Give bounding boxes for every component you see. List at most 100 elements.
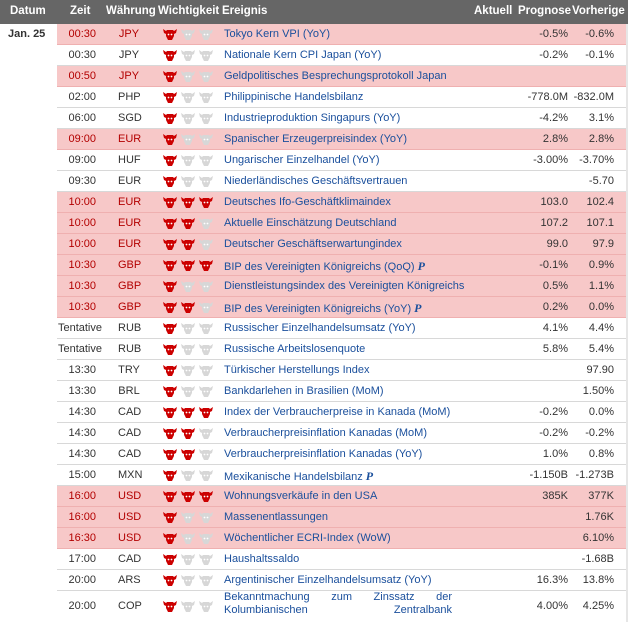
event-time: 10:00 xyxy=(68,238,96,250)
event-currency: RUB xyxy=(118,343,142,355)
bull-icon-active xyxy=(181,302,195,313)
event-link[interactable]: Massenentlassungen xyxy=(224,511,328,523)
col-vorherige[interactable]: Vorherige xyxy=(572,5,625,17)
event-previous: -0.2% xyxy=(585,427,614,439)
bull-icon-inactive xyxy=(181,601,195,612)
event-previous: 0.8% xyxy=(588,448,614,460)
event-time: 10:30 xyxy=(68,301,96,313)
event-link[interactable]: Verbraucherpreisinflation Kanadas (MoM) xyxy=(224,427,427,439)
col-ereignis[interactable]: Ereignis xyxy=(222,5,268,17)
event-previous: 4.4% xyxy=(588,322,614,334)
event-link[interactable]: Industrieproduktion Singapurs (YoY) xyxy=(224,112,400,124)
event-link[interactable]: Aktuelle Einschätzung Deutschland xyxy=(224,217,396,229)
event-actual: -0.2% xyxy=(539,49,568,61)
event-link[interactable]: Philippinische Handelsbilanz xyxy=(224,91,363,103)
event-link[interactable]: Deutsches Ifo-Geschäftklimaindex xyxy=(224,196,391,208)
event-link[interactable]: Ungarischer Einzelhandel (YoY) xyxy=(224,154,380,166)
importance-rating xyxy=(162,132,218,146)
event-link[interactable]: Nationale Kern CPI Japan (YoY) xyxy=(224,49,381,61)
event-time: 16:00 xyxy=(68,490,96,502)
table-row: 14:30 CAD Verbraucherpreisinflation Kanada… xyxy=(0,444,628,465)
bull-icon-inactive xyxy=(181,365,195,376)
event-currency: USD xyxy=(118,532,142,544)
event-link[interactable]: Bekanntmachung zum Zinssatz der Kolumbia… xyxy=(224,591,452,617)
event-currency: EUR xyxy=(118,175,142,187)
event-link[interactable]: Spanischer Erzeugerpreisindex (YoY) xyxy=(224,133,407,145)
col-prognose[interactable]: Prognose xyxy=(518,5,572,17)
event-link[interactable]: Russischer Einzelhandelsumsatz (YoY) xyxy=(224,322,416,334)
bull-icon-inactive xyxy=(181,344,195,355)
bull-icon-active xyxy=(163,554,177,565)
importance-rating xyxy=(162,599,218,613)
col-aktuell[interactable]: Aktuell xyxy=(474,5,513,17)
event-link[interactable]: Index der Verbraucherpreise in Kanada (M… xyxy=(224,406,450,418)
event-name: Aktuelle Einschätzung Deutschland xyxy=(224,217,397,229)
event-link[interactable]: Geldpolitisches Besprechungsprotokoll Ja… xyxy=(224,70,447,82)
event-actual: -778.0M xyxy=(527,91,568,103)
event-time: 13:30 xyxy=(68,385,96,397)
col-zeit[interactable]: Zeit xyxy=(70,5,91,17)
bull-icon-active xyxy=(163,113,177,124)
event-link[interactable]: BIP des Vereinigten Königreichs (QoQ) P xyxy=(224,259,425,274)
row-background xyxy=(57,192,628,213)
event-link[interactable]: Verbraucherpreisinflation Kanadas (YoY) xyxy=(224,448,422,460)
event-actual: 16.3% xyxy=(536,574,568,586)
bull-icon-active xyxy=(163,428,177,439)
table-row: 16:00 USD Massenentlassungen 1.76K xyxy=(0,507,628,528)
importance-rating xyxy=(162,300,218,314)
bull-icon-active xyxy=(163,155,177,166)
event-link[interactable]: BIP des Vereinigten Königreichs (YoY) P xyxy=(224,301,421,316)
event-name: Index der Verbraucherpreise in Kanada (M… xyxy=(224,406,451,418)
event-name: Türkischer Herstellungs Index xyxy=(224,364,370,376)
event-link[interactable]: Tokyo Kern VPI (YoY) xyxy=(224,28,330,40)
bull-icon-active xyxy=(163,71,177,82)
event-link[interactable]: Mexikanische Handelsbilanz P xyxy=(224,469,373,484)
event-link[interactable]: Wöchentlicher ECRI-Index (WoW) xyxy=(224,532,391,544)
event-link[interactable]: Russische Arbeitslosenquote xyxy=(224,343,365,355)
table-row: 10:30 GBP Dienstleistungsindex des Vereini… xyxy=(0,276,628,297)
event-actual: -0.2% xyxy=(539,406,568,418)
event-actual: -3.00% xyxy=(533,154,568,166)
event-time: 10:30 xyxy=(68,259,96,271)
bull-icon-inactive xyxy=(199,449,213,460)
bull-icon-inactive xyxy=(199,512,213,523)
scrollbar[interactable] xyxy=(626,24,628,622)
event-link[interactable]: Dienstleistungsindex des Vereinigten Kön… xyxy=(224,280,464,292)
event-time: 10:30 xyxy=(68,280,96,292)
table-row: 16:30 USD Wöchentlicher ECRI-Index (WoW) 6.… xyxy=(0,528,628,549)
event-currency: RUB xyxy=(118,322,142,334)
event-link[interactable]: Deutscher Geschäftserwartungindex xyxy=(224,238,402,250)
row-background xyxy=(57,423,628,444)
col-wichtigkeit[interactable]: Wichtigkeit xyxy=(158,5,220,17)
event-link[interactable]: Wohnungsverkäufe in den USA xyxy=(224,490,377,502)
event-currency: JPY xyxy=(118,70,140,82)
event-name: Industrieproduktion Singapurs (YoY) xyxy=(224,112,401,124)
event-name: Argentinischer Einzelhandelsumsatz (YoY) xyxy=(224,574,432,586)
event-previous: 0.0% xyxy=(588,406,614,418)
col-datum[interactable]: Datum xyxy=(10,5,46,17)
bull-icon-inactive xyxy=(181,533,195,544)
col-waehrung[interactable]: Währung xyxy=(106,5,156,17)
event-time: 14:30 xyxy=(68,427,96,439)
row-background xyxy=(57,276,628,297)
bull-icon-inactive xyxy=(199,386,213,397)
table-row: 10:00 EUR Deutsches Ifo-Geschäftklimaindex… xyxy=(0,192,628,213)
event-previous: -1.273B xyxy=(575,469,614,481)
table-row: 00:30 JPY Nationale Kern CPI Japan (YoY) -0… xyxy=(0,45,628,66)
event-actual: 4.1% xyxy=(542,322,568,334)
event-previous: 1.50% xyxy=(582,385,614,397)
event-link[interactable]: Haushaltssaldo xyxy=(224,553,299,565)
event-actual: 385K xyxy=(542,490,568,502)
bull-icon-inactive xyxy=(181,554,195,565)
preliminary-icon: P xyxy=(417,259,425,273)
bull-icon-inactive xyxy=(181,323,195,334)
bull-icon-inactive xyxy=(181,92,195,103)
event-link[interactable]: Bankdarlehen in Brasilien (MoM) xyxy=(224,385,384,397)
table-row: 14:30 CAD Index der Verbraucherpreise in K… xyxy=(0,402,628,423)
event-name: Deutscher Geschäftserwartungindex xyxy=(224,238,402,250)
event-link[interactable]: Niederländisches Geschäftsvertrauen xyxy=(224,175,407,187)
event-name: Niederländisches Geschäftsvertrauen xyxy=(224,175,408,187)
event-link[interactable]: Argentinischer Einzelhandelsumsatz (YoY) xyxy=(224,574,431,586)
event-currency: CAD xyxy=(118,448,142,460)
event-link[interactable]: Türkischer Herstellungs Index xyxy=(224,364,370,376)
